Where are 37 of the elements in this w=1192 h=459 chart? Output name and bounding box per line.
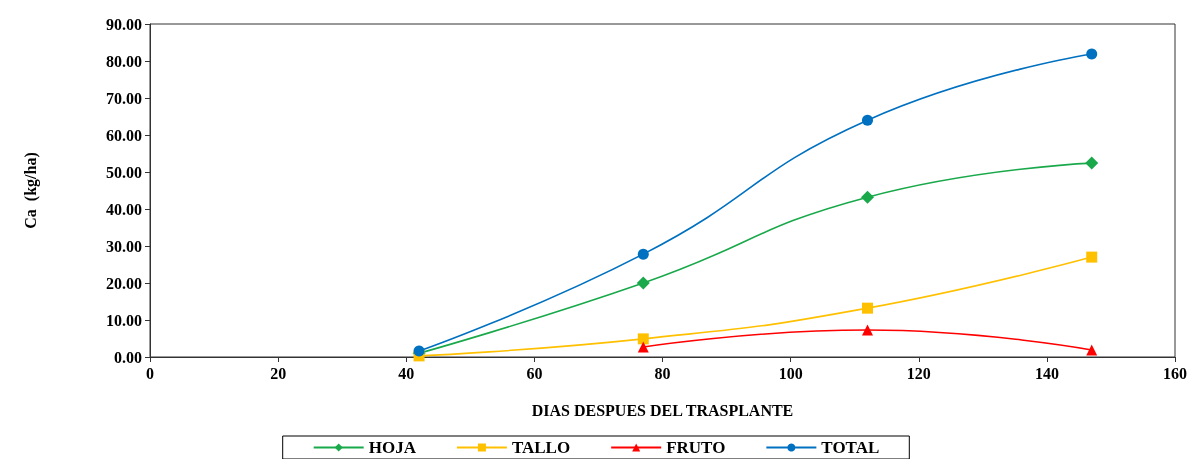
y-tick-label: 30.00 [106, 237, 142, 255]
point [636, 276, 650, 290]
x-tick-label: 120 [906, 364, 931, 382]
point [861, 190, 874, 204]
legend-label: TALLO [511, 438, 571, 457]
y-tick-label: 70.00 [106, 89, 142, 107]
y-tick-label: 90.00 [106, 15, 142, 33]
point [637, 248, 649, 260]
x-tick-label: 140 [1034, 364, 1059, 382]
y-axis-title: Ca (kg/ha) [21, 152, 40, 229]
x-tick-label: 40 [398, 364, 415, 382]
y-tick-label: 20.00 [106, 274, 142, 292]
y-tick-label: 10.00 [106, 311, 142, 329]
x-tick-label: 80 [654, 364, 671, 382]
point [637, 341, 649, 353]
y-tick-label: 80.00 [106, 52, 142, 70]
x-tick-label: 20 [270, 364, 287, 382]
point [862, 302, 873, 314]
legend-label: FRUTO [666, 438, 726, 457]
point [862, 324, 873, 336]
point [1086, 344, 1098, 356]
point [1085, 156, 1099, 170]
x-axis-title: DIAS DESPUES DEL TRASPLANTE [531, 401, 794, 419]
legend-label: TOTAL [821, 438, 880, 457]
y-tick-label: 60.00 [106, 126, 142, 144]
point [1086, 48, 1098, 60]
x-tick-label: 100 [778, 364, 803, 382]
legend-label: HOJA [368, 438, 417, 457]
point [1086, 251, 1098, 263]
y-tick-label: 0.00 [114, 348, 142, 366]
y-tick-label: 50.00 [106, 163, 142, 181]
point [862, 114, 873, 126]
point [637, 333, 649, 345]
x-tick-label: 60 [526, 364, 543, 382]
x-tick-label: 160 [1163, 364, 1187, 382]
y-tick-label: 40.00 [106, 200, 142, 218]
x-tick-label: 0 [146, 364, 154, 382]
